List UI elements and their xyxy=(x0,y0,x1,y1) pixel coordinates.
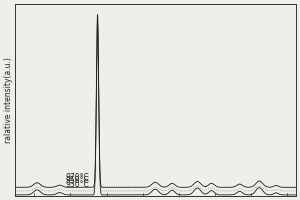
Y-axis label: ralative intensity(a.u.): ralative intensity(a.u.) xyxy=(4,57,13,143)
Text: 950°C: 950°C xyxy=(65,176,89,185)
Text: 970°C: 970°C xyxy=(65,173,89,182)
Text: 930°C: 930°C xyxy=(65,180,89,189)
